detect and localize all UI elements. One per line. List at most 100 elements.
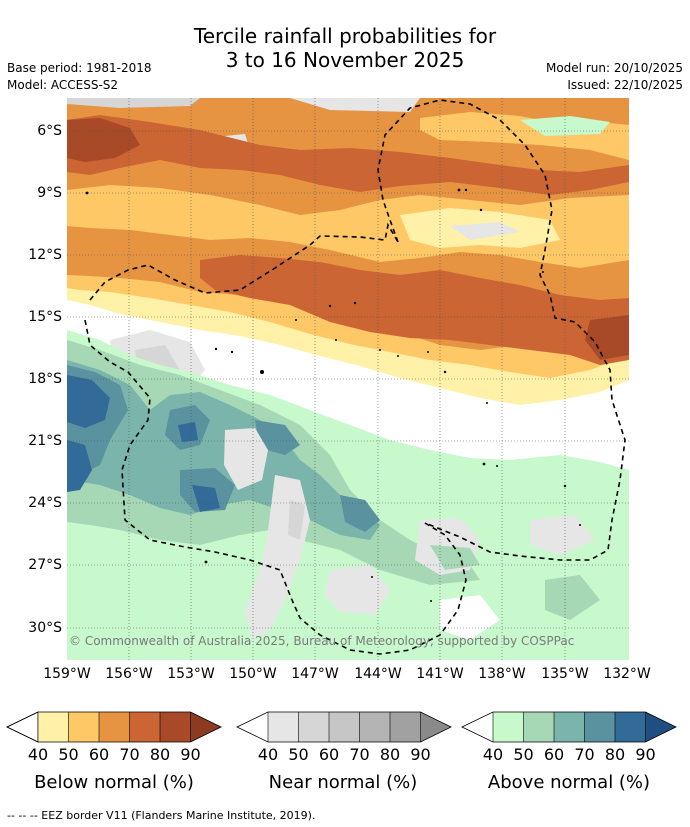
gridlines <box>67 98 629 660</box>
legend-tick: 80 <box>149 745 171 764</box>
eez-kiribati-line <box>377 99 626 561</box>
legend-tick: 90 <box>410 745 431 764</box>
white-south-1 <box>440 595 500 640</box>
near-south-6 <box>530 515 595 555</box>
map-title: Tercile rainfall probabilities for 3 to … <box>0 24 690 72</box>
above-80-zone <box>67 375 110 428</box>
near-patch-north-4 <box>290 98 420 112</box>
near-south-1 <box>224 428 268 490</box>
near-swatch-1 <box>268 712 299 742</box>
base-period: Base period: 1981-2018 <box>7 61 152 75</box>
below-swatch-3 <box>99 712 130 742</box>
legend-tick: 90 <box>635 745 656 764</box>
near-arrow-right <box>420 712 451 742</box>
lon-label: 135°W <box>541 666 589 682</box>
title-line-1: Tercile rainfall probabilities for <box>193 24 497 48</box>
above-swatch-4 <box>584 712 615 742</box>
legend-near <box>236 711 452 743</box>
legend-tick: 70 <box>119 745 140 764</box>
above-arrow-left <box>462 712 493 742</box>
legend-title-below: Below normal (%) <box>34 772 194 793</box>
below-80-zone <box>67 118 140 162</box>
eez-borders <box>84 99 626 655</box>
lon-label: 141°W <box>416 666 464 682</box>
meta-left: Base period: 1981-2018 Model: ACCESS-S2 <box>7 60 152 94</box>
legend-below <box>6 711 222 743</box>
lat-label: 12°S <box>28 247 62 263</box>
lat-label: 18°S <box>28 371 62 387</box>
near-swatch-2 <box>298 712 329 742</box>
legend-tick: 60 <box>543 745 565 764</box>
lon-label: 150°W <box>229 666 277 682</box>
legend-title-above: Above normal (%) <box>487 772 651 793</box>
lon-label: 132°W <box>603 666 651 682</box>
title-line-2: 3 to 16 November 2025 <box>225 48 465 72</box>
lon-label: 156°W <box>105 666 153 682</box>
eez-cook-islands-south <box>84 319 293 601</box>
meta-right: Model run: 20/10/2025 Issued: 22/10/2025 <box>546 60 683 94</box>
legend-tick: 80 <box>379 745 401 764</box>
lat-label: 27°S <box>28 557 62 573</box>
legend-tick: 60 <box>88 745 110 764</box>
below-swatch-5 <box>160 712 191 742</box>
above-70-zone-e <box>340 495 380 532</box>
above-swatch-5 <box>615 712 646 742</box>
copyright-notice: © Commonwealth of Australia 2025, Bureau… <box>69 634 575 648</box>
below-swatch-4 <box>129 712 160 742</box>
model-name: Model: ACCESS-S2 <box>7 78 119 92</box>
above-80-zone-c <box>192 485 220 512</box>
legend-title-near: Near normal (%) <box>268 772 418 793</box>
legend-tick: 90 <box>180 745 201 764</box>
legend-tick: 40 <box>27 745 49 764</box>
above-80-zone-d <box>178 422 198 442</box>
legend-tick: 70 <box>574 745 595 764</box>
near-swatch-4 <box>359 712 390 742</box>
eez-cook-islands <box>89 222 399 301</box>
lon-label: 159°W <box>43 666 91 682</box>
legend-tick: 70 <box>349 745 370 764</box>
lat-label: 24°S <box>28 495 62 511</box>
above-80-zone-b <box>67 440 92 492</box>
lat-label: 15°S <box>28 309 62 325</box>
near-arrow-left <box>237 712 268 742</box>
model-run: Model run: 20/10/2025 <box>545 61 683 75</box>
near-south-3 <box>288 500 305 540</box>
below-70-zone-a <box>67 115 629 195</box>
lon-label: 147°W <box>291 666 339 682</box>
above-70-zone-d <box>255 420 300 455</box>
near-swatch-3 <box>329 712 360 742</box>
below-swatch-2 <box>68 712 99 742</box>
lat-label: 30°S <box>28 620 62 636</box>
issued-date: Issued: 22/10/2025 <box>567 78 683 92</box>
near-swatch-5 <box>390 712 421 742</box>
legend-tick: 50 <box>288 745 309 764</box>
near-patch-north-2 <box>450 222 520 240</box>
legend-tick: 80 <box>604 745 626 764</box>
below-80-zone-east <box>585 315 629 360</box>
below-swatch-1 <box>38 712 69 742</box>
probability-field <box>67 98 629 660</box>
eez-footnote: -- -- -- EEZ border V11 (Flanders Marine… <box>7 809 316 822</box>
legend-tick: 40 <box>482 745 504 764</box>
below-arrow-right <box>190 712 221 742</box>
near-south-5 <box>325 565 390 615</box>
legend-tick: 60 <box>318 745 340 764</box>
above-south-3 <box>430 545 480 570</box>
lon-label: 138°W <box>478 666 526 682</box>
above-swatch-2 <box>523 712 554 742</box>
legend-tick: 50 <box>513 745 534 764</box>
below-arrow-left <box>6 711 39 743</box>
legend-above <box>461 711 677 743</box>
legend-tick: 40 <box>257 745 279 764</box>
near-patch-north-3 <box>67 98 200 108</box>
above-swatch-3 <box>554 712 585 742</box>
legend-tick: 50 <box>58 745 79 764</box>
below-hole-1 <box>67 185 629 268</box>
above-south-2 <box>545 575 600 620</box>
islands <box>85 188 581 602</box>
lon-label: 144°W <box>354 666 402 682</box>
above-swatch-1 <box>493 712 524 742</box>
below-70-zone-b <box>200 255 629 365</box>
lat-label: 6°S <box>37 123 62 139</box>
lat-label: 21°S <box>28 433 62 449</box>
